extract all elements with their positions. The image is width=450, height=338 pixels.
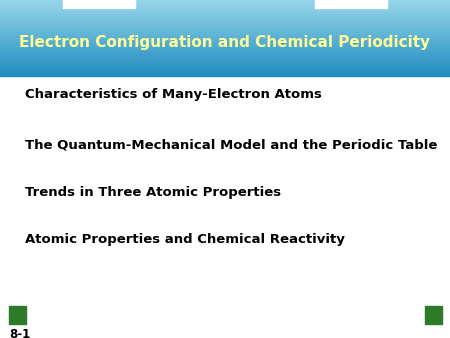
Bar <box>0 19 450 21</box>
Bar <box>0 32 450 34</box>
Bar <box>0 24 450 27</box>
Bar <box>0 72 450 74</box>
Bar <box>0 34 450 36</box>
Bar <box>0 49 450 51</box>
Bar <box>0 53 450 55</box>
Bar <box>0 3 450 6</box>
Bar <box>0 36 450 38</box>
Bar <box>0 2 450 4</box>
Bar <box>0 61 450 63</box>
Bar <box>0 13 450 15</box>
Text: Atomic Properties and Chemical Reactivity: Atomic Properties and Chemical Reactivit… <box>25 234 345 246</box>
Bar <box>315 0 387 8</box>
Bar <box>0 51 450 53</box>
Bar <box>0 45 450 48</box>
Bar <box>0 28 450 30</box>
Bar <box>0 38 450 40</box>
Text: Trends in Three Atomic Properties: Trends in Three Atomic Properties <box>25 186 281 199</box>
Bar <box>63 0 135 8</box>
Bar <box>0 64 450 67</box>
Bar <box>0 7 450 9</box>
Bar <box>0 63 450 65</box>
Bar <box>0 5 450 7</box>
Bar <box>0 30 450 32</box>
Text: Electron Configuration and Chemical Periodicity: Electron Configuration and Chemical Peri… <box>19 35 431 50</box>
Text: Characteristics of Many-Electron Atoms: Characteristics of Many-Electron Atoms <box>25 88 322 101</box>
Bar <box>0 26 450 28</box>
Bar <box>0 42 450 44</box>
Bar <box>0 57 450 59</box>
Bar <box>0 68 450 70</box>
Bar <box>0 0 450 2</box>
Bar <box>0 58 450 61</box>
Bar <box>0 43 450 46</box>
Bar <box>0 70 450 72</box>
Text: The Quantum-Mechanical Model and the Periodic Table: The Quantum-Mechanical Model and the Per… <box>25 139 437 152</box>
Bar <box>0 47 450 49</box>
Bar <box>0 23 450 25</box>
Bar <box>0 11 450 13</box>
Bar <box>0 55 450 57</box>
Bar <box>0 66 450 68</box>
Bar <box>425 306 442 324</box>
Bar <box>0 9 450 11</box>
Bar <box>0 17 450 19</box>
Text: 8-1: 8-1 <box>9 328 30 338</box>
Bar <box>0 21 450 23</box>
Bar <box>0 40 450 42</box>
Bar <box>0 15 450 17</box>
Bar <box>0 74 450 76</box>
Bar <box>9 306 26 324</box>
